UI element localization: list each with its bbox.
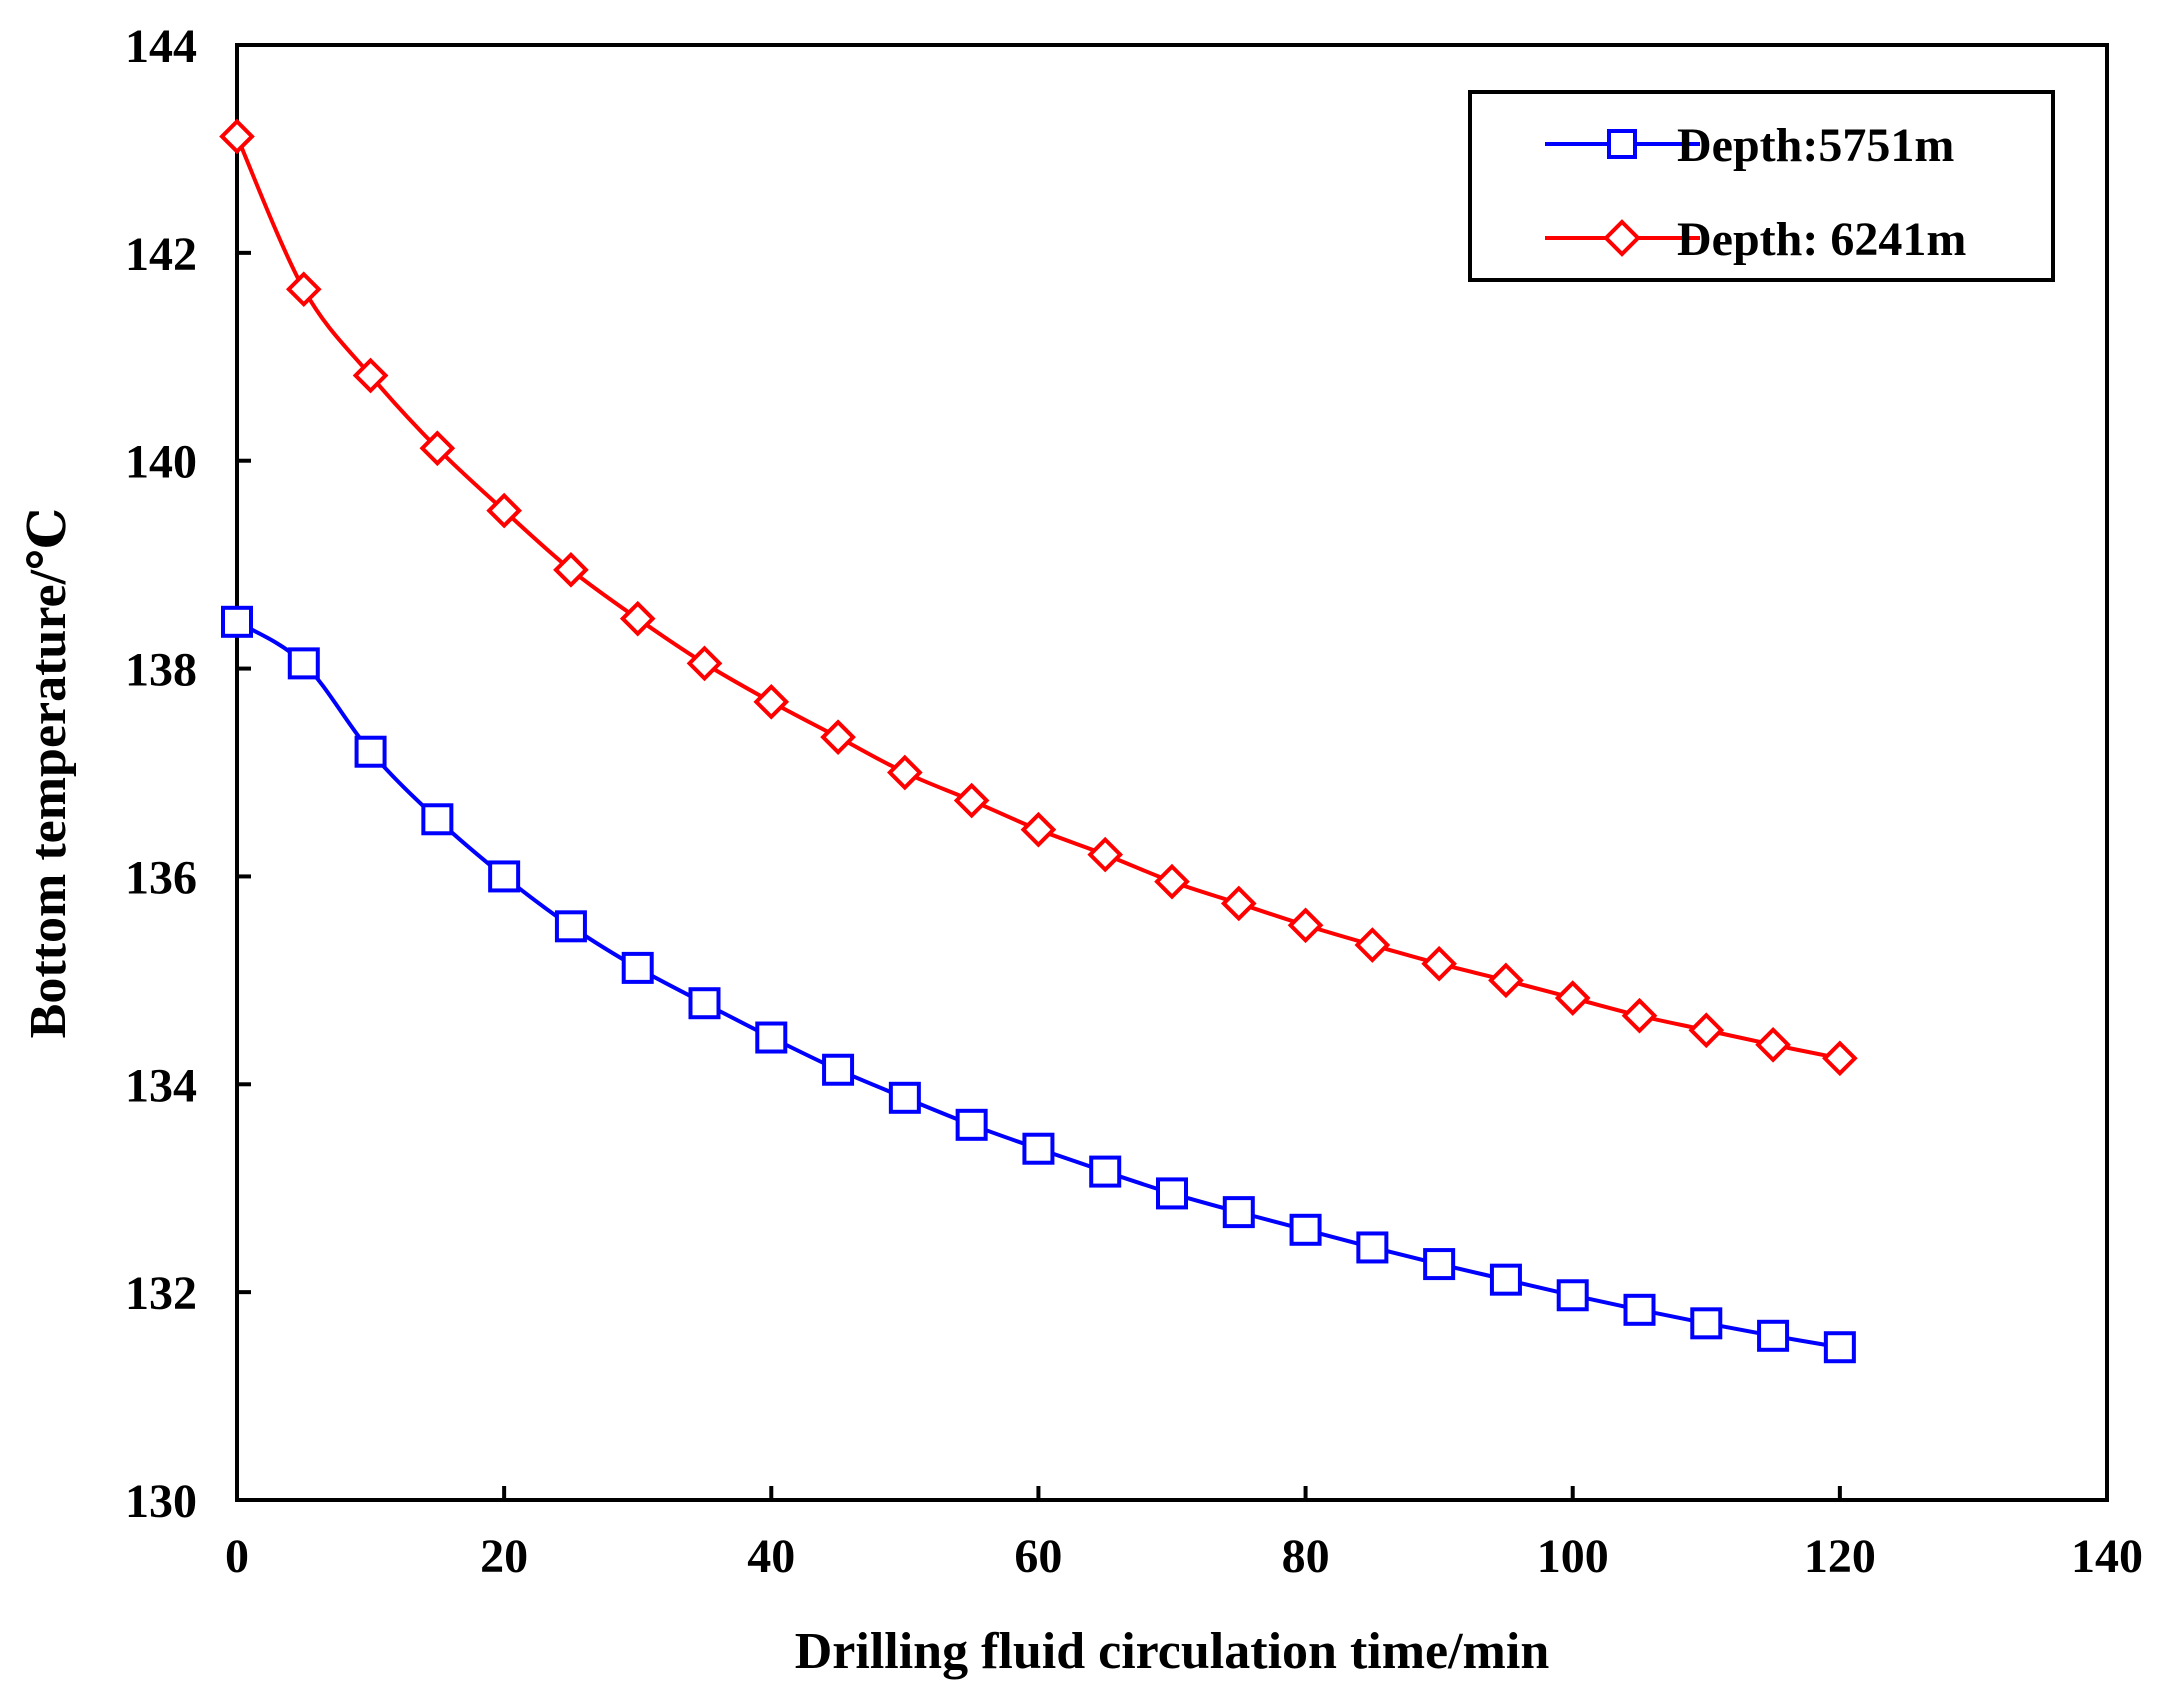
data-point-square bbox=[1623, 1293, 1656, 1326]
data-point-square bbox=[1489, 1263, 1522, 1296]
y-tick-label: 144 bbox=[125, 20, 197, 73]
data-point-diamond bbox=[1488, 962, 1524, 999]
data-point-diamond bbox=[1421, 945, 1457, 982]
legend-box bbox=[1468, 90, 2055, 282]
series-layer bbox=[219, 118, 1858, 1364]
data-point-square bbox=[688, 987, 721, 1020]
data-point-diamond bbox=[887, 754, 923, 791]
legend: Depth:5751m Depth: 6241m bbox=[1468, 90, 2055, 282]
legend-entry-depth-6241: Depth: 6241m bbox=[1545, 213, 1966, 266]
data-point-square bbox=[1690, 1307, 1723, 1340]
series-line-depth5751m bbox=[235, 620, 1841, 1350]
data-point-diamond bbox=[419, 430, 456, 467]
data-point-diamond bbox=[1087, 836, 1124, 873]
legend-marker-diamond bbox=[1603, 219, 1641, 257]
data-point-square bbox=[621, 951, 654, 984]
data-point-square bbox=[1556, 1279, 1589, 1312]
data-point-diamond bbox=[1287, 907, 1324, 944]
data-point-square bbox=[1757, 1319, 1790, 1352]
y-tick-label: 132 bbox=[125, 1267, 197, 1320]
data-point-square bbox=[221, 605, 253, 638]
data-point-square bbox=[287, 647, 320, 680]
data-point-diamond bbox=[1354, 927, 1391, 963]
data-point-diamond bbox=[820, 719, 856, 755]
x-axis-ticks: 0 20 40 60 80 100 120 140 bbox=[225, 1486, 2143, 1583]
y-tick-label: 142 bbox=[125, 228, 197, 281]
data-point-diamond bbox=[1621, 997, 1658, 1034]
data-point-square bbox=[888, 1081, 921, 1114]
data-point-square bbox=[1089, 1155, 1122, 1188]
data-point-square bbox=[1423, 1248, 1456, 1281]
data-point-square bbox=[1222, 1196, 1255, 1229]
data-point-square bbox=[755, 1021, 788, 1054]
data-point-diamond bbox=[1220, 885, 1257, 922]
data-point-square bbox=[1823, 1331, 1856, 1364]
x-tick-label: 20 bbox=[480, 1530, 528, 1583]
x-tick-label: 40 bbox=[747, 1530, 795, 1583]
legend-entry-depth-5751: Depth:5751m bbox=[1545, 119, 1954, 172]
data-point-diamond bbox=[553, 552, 589, 588]
data-point-diamond bbox=[1822, 1040, 1858, 1077]
data-point-diamond bbox=[285, 271, 322, 308]
data-point-square bbox=[1356, 1231, 1389, 1264]
series-depth5751m bbox=[221, 605, 1856, 1364]
data-point-diamond bbox=[1755, 1026, 1791, 1063]
y-tick-label: 140 bbox=[125, 436, 197, 489]
data-point-square bbox=[1022, 1132, 1055, 1165]
data-point-square bbox=[1156, 1177, 1188, 1210]
data-point-diamond bbox=[1020, 811, 1057, 848]
data-point-square bbox=[421, 803, 454, 836]
data-point-diamond bbox=[219, 118, 255, 155]
y-axis-title: Bottom temperature/℃ bbox=[20, 508, 77, 1039]
data-point-square bbox=[554, 910, 587, 943]
data-point-square bbox=[955, 1108, 988, 1141]
x-tick-label: 140 bbox=[2071, 1530, 2143, 1583]
y-tick-label: 138 bbox=[125, 644, 197, 697]
x-tick-label: 80 bbox=[1282, 1530, 1330, 1583]
data-point-diamond bbox=[352, 357, 389, 394]
data-point-diamond bbox=[686, 645, 723, 682]
y-tick-label: 130 bbox=[125, 1475, 197, 1528]
data-point-diamond bbox=[619, 600, 656, 637]
x-tick-label: 100 bbox=[1537, 1530, 1609, 1583]
y-tick-label: 134 bbox=[125, 1059, 197, 1112]
data-point-square bbox=[488, 860, 521, 893]
x-axis-title: Drilling fluid circulation time/min bbox=[795, 1623, 1550, 1680]
legend-label-depth-6241: Depth: 6241m bbox=[1677, 213, 1966, 266]
plot-frame bbox=[235, 43, 2109, 1502]
data-point-square bbox=[354, 735, 387, 768]
legend-label-depth-5751: Depth:5751m bbox=[1677, 119, 1954, 172]
data-point-diamond bbox=[753, 684, 790, 720]
data-point-diamond bbox=[1688, 1012, 1725, 1049]
y-axis-ticks: 130 132 134 136 138 140 142 144 bbox=[125, 20, 251, 1528]
data-point-square bbox=[822, 1053, 855, 1086]
x-tick-label: 60 bbox=[1014, 1530, 1062, 1583]
data-point-square bbox=[1289, 1213, 1322, 1246]
legend-marker-square bbox=[1607, 129, 1637, 159]
y-tick-label: 136 bbox=[125, 851, 197, 904]
data-point-diamond bbox=[486, 492, 522, 529]
x-tick-label: 120 bbox=[1804, 1530, 1876, 1583]
data-point-diamond bbox=[953, 782, 990, 819]
data-point-diamond bbox=[1154, 863, 1190, 900]
data-point-diamond bbox=[1554, 980, 1591, 1016]
x-tick-label: 0 bbox=[225, 1530, 249, 1583]
series-depth6241m bbox=[219, 118, 1858, 1077]
